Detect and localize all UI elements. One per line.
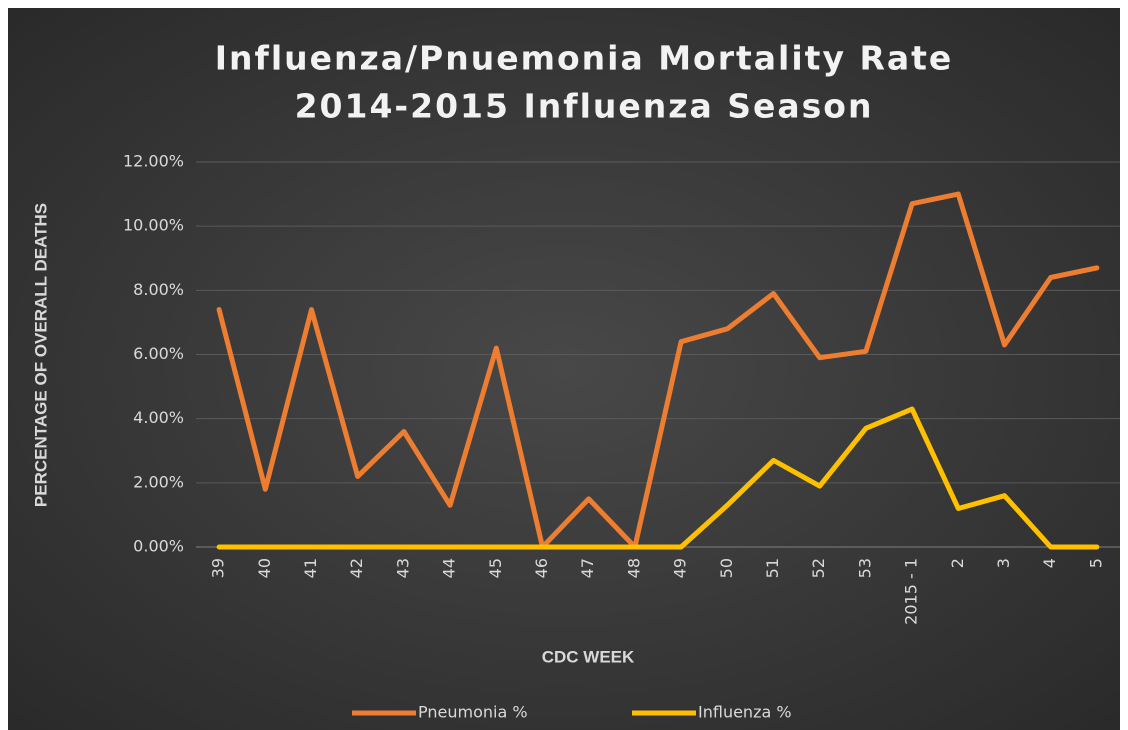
x-tick-label: 4 [1040, 558, 1059, 568]
x-tick-label: 45 [486, 558, 505, 578]
chart-subtitle: 2014-2015 Influenza Season [295, 87, 874, 126]
y-tick-label: 2.00% [133, 472, 184, 491]
y-tick-label: 8.00% [133, 280, 184, 299]
x-tick-label: 49 [671, 558, 690, 578]
x-tick-label: 43 [393, 558, 412, 578]
x-tick-label: 44 [440, 558, 459, 578]
x-tick-label: 47 [578, 558, 597, 578]
x-tick-label: 50 [717, 558, 736, 578]
chart-background [8, 8, 1120, 730]
x-tick-label: 46 [532, 558, 551, 578]
y-tick-label: 12.00% [123, 152, 184, 171]
y-tick-label: 6.00% [133, 344, 184, 363]
x-tick-label: 42 [347, 558, 366, 578]
x-tick-label: 39 [209, 558, 228, 578]
line-series [216, 191, 1100, 550]
x-tick-label: 5 [1086, 558, 1105, 568]
x-axis-title: CDC WEEK [542, 647, 635, 666]
x-tick-label: 48 [624, 558, 643, 578]
legend-label: Influenza % [698, 703, 792, 722]
legend-label: Pneumonia % [418, 703, 528, 722]
x-tick-label: 51 [763, 558, 782, 578]
x-tick-label: 40 [255, 558, 274, 578]
x-tick-label: 2 [948, 558, 967, 568]
y-tick-label: 0.00% [133, 537, 184, 556]
x-tick-label: 41 [301, 558, 320, 578]
x-tick-label: 53 [855, 558, 874, 578]
y-axis-title: PERCENTAGE OF OVERALL DEATHS [31, 203, 50, 507]
line-series [216, 406, 1100, 550]
chart-title: Influenza/Pnuemonia Mortality Rate [215, 39, 954, 78]
y-tick-label: 4.00% [133, 408, 184, 427]
x-tick-label: 52 [809, 558, 828, 578]
x-tick-label: 2015 - 1 [902, 558, 921, 625]
x-tick-label: 3 [994, 558, 1013, 568]
y-tick-label: 10.00% [123, 216, 184, 235]
